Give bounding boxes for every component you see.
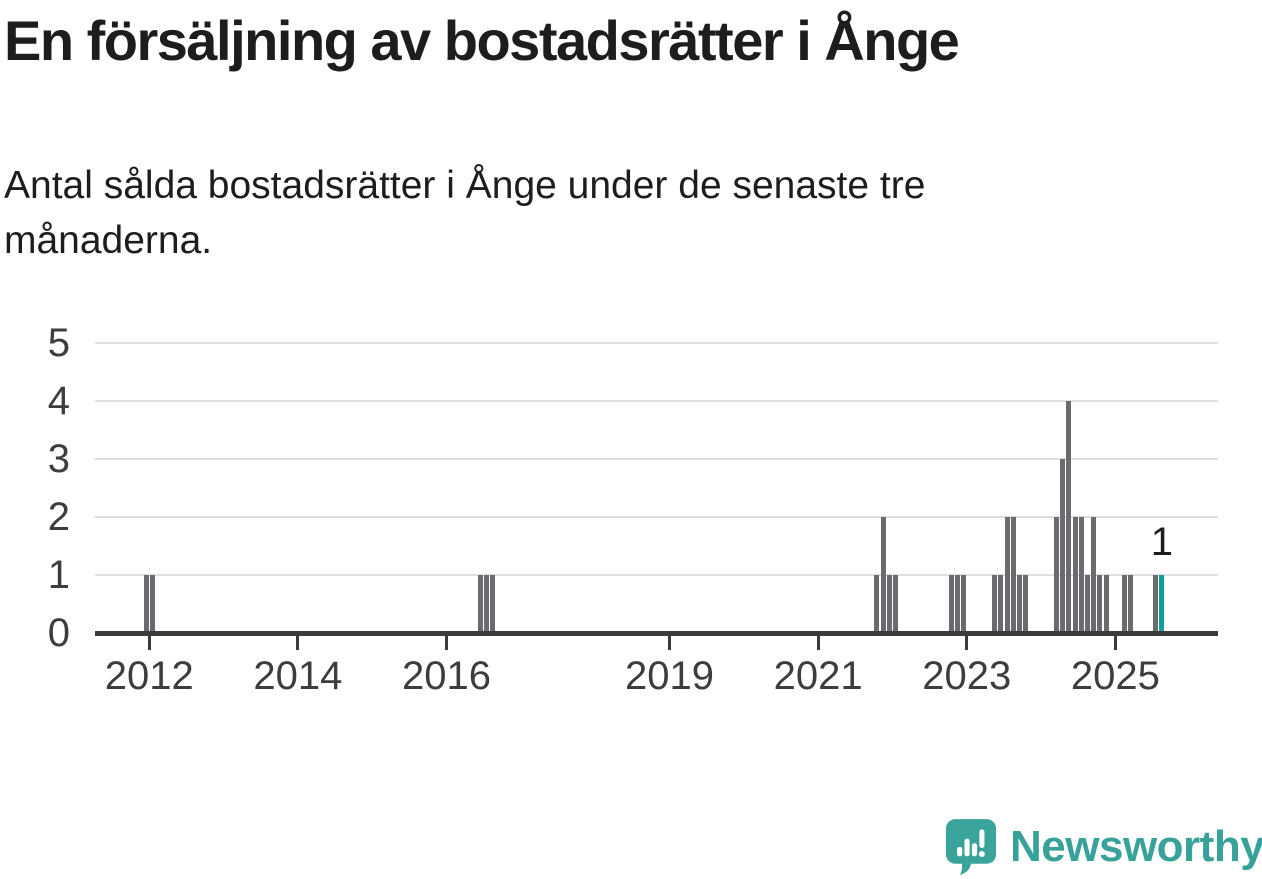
- bar: [1078, 517, 1084, 633]
- chart-subtitle-line-2: månaderna.: [4, 219, 213, 262]
- bar: [1122, 575, 1128, 633]
- brand-name: Newsworthy: [1010, 822, 1262, 871]
- gridline-y1: [95, 574, 1218, 576]
- x-axis-label-2023: 2023: [922, 653, 1012, 698]
- x-axis-line: [95, 631, 1218, 636]
- bar: [143, 575, 149, 633]
- newsworthy-logo: Newsworthy: [945, 818, 1262, 876]
- bar: [1016, 575, 1022, 633]
- x-axis-tick-2023: [965, 636, 969, 650]
- chart-subtitle-line-1: Antal sålda bostadsrätter i Ånge under d…: [4, 164, 926, 207]
- bar: [1054, 517, 1060, 633]
- speech-bubble-bar-chart-icon: [945, 819, 997, 875]
- bar: [484, 575, 490, 633]
- bar: [1010, 517, 1016, 633]
- y-axis-label-0: 0: [47, 610, 70, 655]
- page-title: En försäljning av bostadsrätter i Ånge: [4, 9, 960, 72]
- bar: [992, 575, 998, 633]
- y-axis-label-4: 4: [47, 378, 70, 423]
- bar: [998, 575, 1004, 633]
- y-axis-label-5: 5: [47, 320, 70, 365]
- bar: [490, 575, 496, 633]
- bar: [1004, 517, 1010, 633]
- bar: [478, 575, 484, 633]
- y-axis-label-3: 3: [47, 436, 70, 481]
- bar: [893, 575, 899, 633]
- bar-value-label: 1: [1150, 519, 1173, 564]
- bar: [886, 575, 892, 633]
- bar: [961, 575, 967, 633]
- bar: [874, 575, 880, 633]
- bar: [1097, 575, 1103, 633]
- x-axis-tick-2016: [445, 636, 449, 650]
- bar: [955, 575, 960, 633]
- x-axis-tick-2019: [668, 636, 671, 650]
- bar: [1066, 401, 1072, 633]
- x-axis-label-2019: 2019: [625, 653, 714, 698]
- x-axis-tick-2014: [296, 636, 300, 650]
- gridline-y3: [95, 458, 1218, 460]
- bar: [1153, 575, 1159, 633]
- x-axis-tick-2012: [147, 636, 151, 650]
- bar: [1072, 517, 1078, 633]
- x-axis-label-2025: 2025: [1070, 653, 1160, 698]
- bar: [1023, 575, 1029, 633]
- gridline-y5: [95, 342, 1218, 344]
- bar: [1103, 575, 1109, 633]
- x-axis-tick-2025: [1113, 636, 1117, 650]
- x-axis-label-2021: 2021: [773, 653, 863, 698]
- bar: [880, 517, 886, 633]
- highlight-bar: [1159, 575, 1165, 633]
- y-axis-label-2: 2: [47, 494, 70, 539]
- bar: [948, 575, 954, 633]
- bar: [1091, 517, 1097, 633]
- y-axis-label-1: 1: [47, 552, 70, 597]
- bar: [1060, 459, 1066, 633]
- gridline-y4: [95, 400, 1218, 402]
- gridline-y2: [95, 516, 1218, 518]
- x-axis-label-2014: 2014: [253, 653, 343, 698]
- chart-subtitle: Antal sålda bostadsrätter i Ånge under d…: [4, 158, 1174, 268]
- bar: [1128, 575, 1134, 633]
- x-axis-label-2012: 2012: [104, 653, 194, 698]
- bar: [1085, 575, 1091, 633]
- bar: [149, 575, 155, 633]
- x-axis-label-2016: 2016: [402, 653, 492, 698]
- x-axis-tick-2021: [816, 636, 820, 650]
